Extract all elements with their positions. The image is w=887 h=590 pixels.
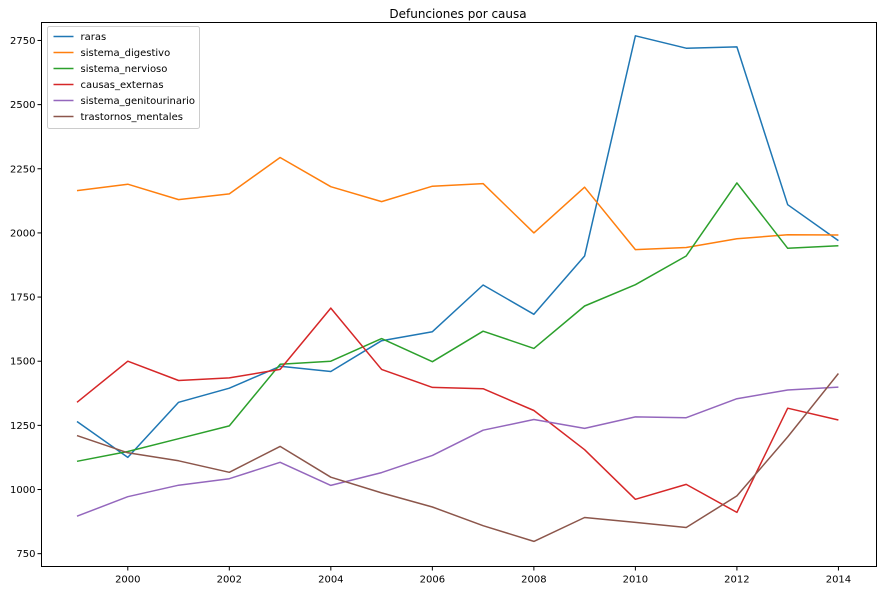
legend-entry: causas_externas xyxy=(81,80,164,91)
series-line-sistema_nervioso xyxy=(76,182,839,463)
series-line-sistema_genitourinario xyxy=(76,386,839,517)
x-tick-label: 2000 xyxy=(115,575,140,586)
chart-title: Defunciones por causa xyxy=(389,7,526,21)
series-line-causas_externas xyxy=(76,307,839,514)
legend-entry: trastornos_mentales xyxy=(81,112,183,123)
legend-entry: sistema_genitourinario xyxy=(81,96,196,107)
y-tick-label: 750 xyxy=(16,549,35,560)
legend-box xyxy=(47,26,200,129)
legend-entry: raras xyxy=(81,32,107,43)
y-tick-label: 1750 xyxy=(10,293,35,304)
series-line-raras xyxy=(76,35,839,459)
x-tick-label: 2004 xyxy=(318,575,343,586)
x-tick-label: 2012 xyxy=(724,575,749,586)
series-line-sistema_digestivo xyxy=(76,156,839,251)
x-tick-label: 2006 xyxy=(420,575,445,586)
plot-frame xyxy=(41,22,877,567)
y-tick-label: 1500 xyxy=(10,357,35,368)
series-line-trastornos_mentales xyxy=(76,373,839,543)
legend-entry: sistema_nervioso xyxy=(81,64,168,75)
series-layer xyxy=(76,35,839,543)
x-tick-label: 2002 xyxy=(217,575,242,586)
x-tick-label: 2014 xyxy=(826,575,851,586)
x-tick-label: 2010 xyxy=(623,575,648,586)
y-tick-label: 2000 xyxy=(10,228,35,239)
y-tick-label: 1250 xyxy=(10,421,35,432)
x-axis: 2000 2002 2004 2006 2008 2010 2012 2014 xyxy=(115,566,851,586)
y-axis: 750 1000 1250 1500 1750 2000 2250 2500 2750 xyxy=(10,36,42,560)
y-tick-label: 2250 xyxy=(10,164,35,175)
legend-entry: sistema_digestivo xyxy=(81,48,171,59)
y-tick-label: 1000 xyxy=(10,485,35,496)
x-tick-label: 2008 xyxy=(521,575,546,586)
y-tick-label: 2750 xyxy=(10,36,35,47)
y-tick-label: 2500 xyxy=(10,100,35,111)
legend: raras sistema_digestivo sistema_nerviosoca… xyxy=(47,26,200,129)
